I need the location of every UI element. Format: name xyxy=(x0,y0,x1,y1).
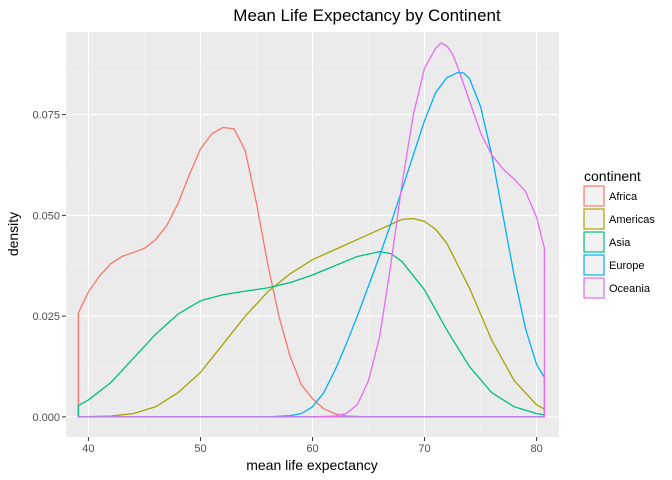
y-axis-ticks: 0.000 0.025 0.050 0.075 xyxy=(32,110,66,424)
y-tick-label: 0.075 xyxy=(32,110,60,122)
series-americas-line xyxy=(77,217,546,418)
x-tick-label: 40 xyxy=(82,443,94,455)
y-tick-label: 0.050 xyxy=(32,210,60,222)
x-tick-label: 50 xyxy=(194,443,206,455)
x-axis-title: mean life expectancy xyxy=(246,457,378,473)
legend-key-africa xyxy=(583,185,605,207)
density-series xyxy=(77,42,546,418)
series-europe-line xyxy=(77,71,546,418)
legend-label-europe: Europe xyxy=(609,260,644,272)
y-tick-label: 0.025 xyxy=(32,311,60,323)
x-tick-label: 60 xyxy=(306,443,318,455)
legend-key-americas xyxy=(583,208,605,230)
y-axis-title: density xyxy=(5,212,21,256)
legend-label-americas: Americas xyxy=(609,214,655,226)
legend-key-europe xyxy=(583,254,605,276)
legend-keys: Africa Americas Asia Europe Oceania xyxy=(583,185,655,299)
y-tick-label: 0.000 xyxy=(32,412,60,424)
x-tick-label: 70 xyxy=(418,443,430,455)
x-axis-ticks: 40 50 60 70 80 xyxy=(82,437,543,455)
series-oceania-line xyxy=(77,42,546,418)
legend-label-asia: Asia xyxy=(609,237,631,249)
legend-key-oceania xyxy=(583,277,605,299)
x-tick-label: 80 xyxy=(530,443,542,455)
legend-title: continent xyxy=(584,168,641,184)
legend-label-oceania: Oceania xyxy=(609,283,651,295)
legend: continent Africa Americas Asia Europe Oceani… xyxy=(583,168,655,299)
series-asia-line xyxy=(77,250,546,418)
chart-title: Mean Life Expectancy by Continent xyxy=(233,6,501,25)
legend-label-africa: Africa xyxy=(609,191,638,203)
legend-key-asia xyxy=(583,231,605,253)
